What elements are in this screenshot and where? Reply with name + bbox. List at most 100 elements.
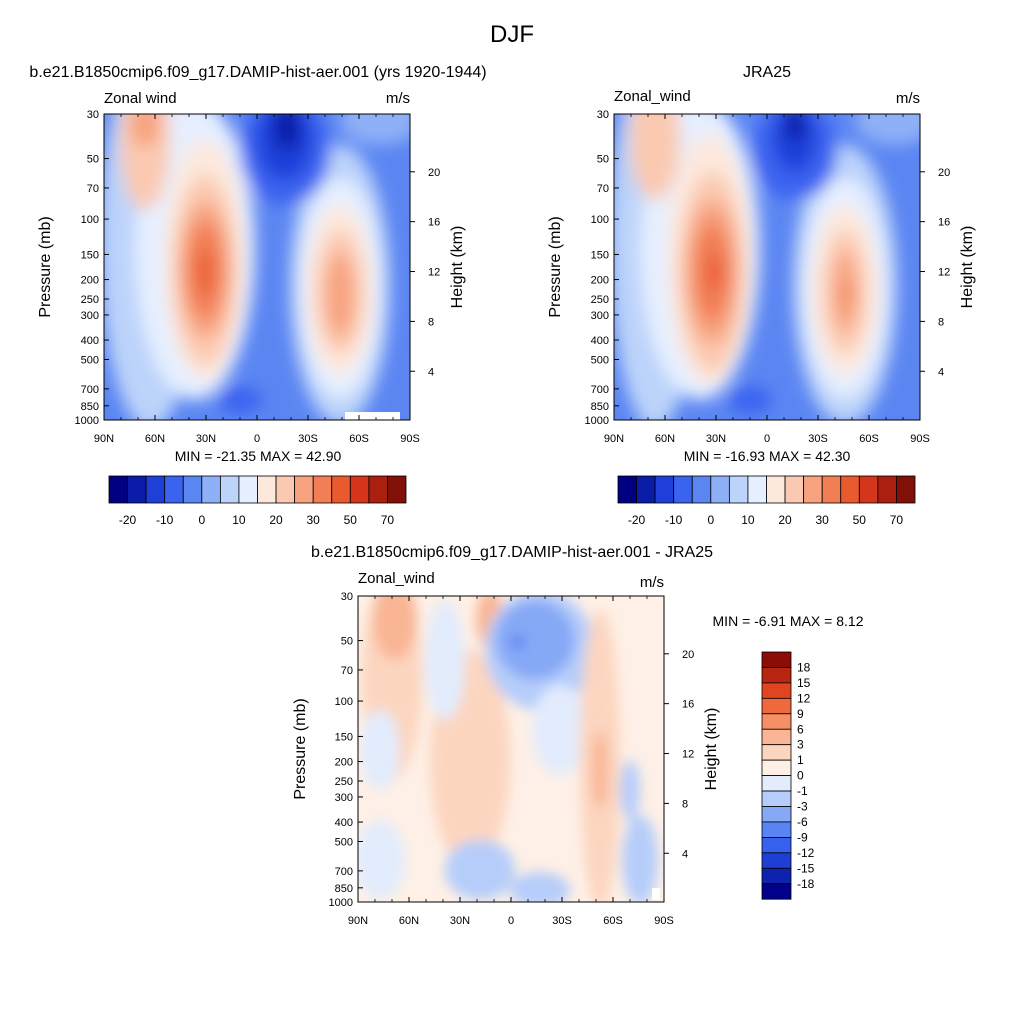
colorbar-swatch [294, 475, 314, 504]
y-tick-label: 250 [81, 294, 99, 306]
colorbar-swatch [761, 682, 792, 699]
colorbar-swatch [761, 775, 792, 792]
y-tick-label: 700 [591, 384, 609, 396]
y-tick-label: 50 [341, 636, 353, 648]
colorbar-swatch [803, 475, 823, 504]
y-tick-label: 300 [591, 310, 609, 322]
colorbar-swatch [275, 475, 296, 504]
y-axis-label: Pressure (mb) [292, 698, 309, 799]
colorbar-tick-label: -15 [797, 861, 815, 875]
contour-field [358, 596, 664, 902]
colorbar-tick-label: -3 [797, 800, 808, 814]
y-tick-label: 400 [335, 817, 353, 829]
y-tick-label: 70 [341, 665, 353, 677]
colorbar-tick-label: 6 [797, 722, 804, 736]
y-tick-label: 30 [87, 109, 99, 121]
y-tick-label: 30 [597, 109, 609, 121]
y-tick-label: 200 [81, 275, 99, 287]
colorbar-swatch [761, 790, 792, 807]
x-tick-label: 90N [348, 915, 368, 927]
colorbar-swatch [761, 883, 792, 900]
y-tick-label: 100 [591, 214, 609, 226]
colorbar: -20 -10 0 10 20 30 50 70 [108, 475, 407, 527]
y-right-tick-label: 16 [428, 217, 440, 229]
colorbar-swatch [728, 475, 749, 504]
colorbar-swatch [747, 475, 767, 504]
y-tick-label: 500 [591, 355, 609, 367]
y-tick-label: 500 [335, 837, 353, 849]
colorbar-tick-label: 70 [890, 513, 904, 527]
panel-reanalysis: JRA25 Zonal_wind m/s [547, 64, 976, 527]
colorbar-tick-label: -9 [797, 830, 808, 844]
y-tick-label: 500 [81, 355, 99, 367]
colorbar-tick-label: 12 [797, 691, 811, 705]
panel-units: m/s [386, 90, 410, 107]
y-tick-label: 200 [335, 757, 353, 769]
y-tick-label: 50 [87, 154, 99, 166]
panel-model: b.e21.B1850cmip6.f09_g17.DAMIP-hist-aer.… [29, 64, 486, 527]
x-tick-label: 60S [603, 915, 623, 927]
y-tick-label: 700 [81, 384, 99, 396]
colorbar-swatch [821, 475, 842, 504]
colorbar-tick-label: 18 [797, 660, 811, 674]
colorbar-tick-label: 50 [344, 513, 358, 527]
y-right-tick-label: 12 [682, 749, 694, 761]
x-tick-label: 60S [349, 433, 369, 445]
x-tick-label: 60N [655, 433, 675, 445]
colorbar-tick-label: 1 [797, 753, 804, 767]
colorbar-tick-label: -20 [628, 513, 646, 527]
panel-difference: b.e21.B1850cmip6.f09_g17.DAMIP-hist-aer.… [292, 544, 864, 927]
colorbar-swatch [896, 475, 916, 504]
y-tick-label: 150 [81, 249, 99, 261]
y-right-tick-label: 20 [428, 167, 440, 179]
colorbar-swatch [617, 475, 637, 504]
colorbar-swatch [761, 697, 792, 715]
y-right-tick-label: 4 [428, 366, 434, 378]
y-right-axis-label: Height (km) [959, 226, 976, 309]
colorbar-tick-label: -12 [797, 846, 815, 860]
panel-title: JRA25 [743, 64, 791, 81]
x-tick-label: 30N [450, 915, 470, 927]
colorbar-swatch [761, 728, 792, 746]
colorbar-tick-label: 70 [381, 513, 395, 527]
x-tick-label: 60S [859, 433, 879, 445]
panel-subtitle-left: Zonal_wind [614, 88, 691, 105]
y-tick-label: 150 [335, 731, 353, 743]
colorbar-swatch [691, 475, 712, 504]
colorbar-swatch [201, 475, 221, 504]
x-tick-label: 30S [298, 433, 318, 445]
x-tick-label: 60N [145, 433, 165, 445]
y-tick-label: 1000 [585, 415, 609, 427]
y-tick-label: 50 [597, 154, 609, 166]
colorbar-tick-label: 0 [198, 513, 205, 527]
colorbar-swatch [761, 821, 792, 838]
colorbar-swatch [710, 475, 730, 504]
axes: 30 50 70 100 150 200 250 300 400 500 700 850 1000 20 1… [329, 591, 695, 927]
y-tick-label: 850 [591, 401, 609, 413]
y-right-axis-label: Height (km) [703, 708, 720, 791]
y-tick-label: 70 [87, 183, 99, 195]
panel-subtitle-left: Zonal wind [104, 90, 177, 107]
colorbar-swatch [761, 651, 792, 668]
y-tick-label: 700 [335, 866, 353, 878]
x-tick-label: 90N [94, 433, 114, 445]
colorbar-tick-label: 10 [232, 513, 246, 527]
y-axis-label: Pressure (mb) [37, 216, 54, 317]
x-tick-label: 30N [706, 433, 726, 445]
y-tick-label: 150 [591, 249, 609, 261]
colorbar-tick-label: 0 [707, 513, 714, 527]
colorbar-swatch [761, 837, 792, 854]
x-tick-label: 30N [196, 433, 216, 445]
colorbar-tick-label: 3 [797, 738, 804, 752]
y-tick-label: 300 [335, 792, 353, 804]
y-tick-label: 400 [591, 335, 609, 347]
y-tick-label: 100 [335, 696, 353, 708]
x-tick-label: 0 [764, 433, 770, 445]
colorbar-tick-label: 20 [269, 513, 283, 527]
y-tick-label: 1000 [329, 897, 353, 909]
colorbar-tick-label: 50 [853, 513, 867, 527]
y-right-tick-label: 8 [428, 316, 434, 328]
x-tick-label: 60N [399, 915, 419, 927]
colorbar-swatch [761, 852, 792, 869]
